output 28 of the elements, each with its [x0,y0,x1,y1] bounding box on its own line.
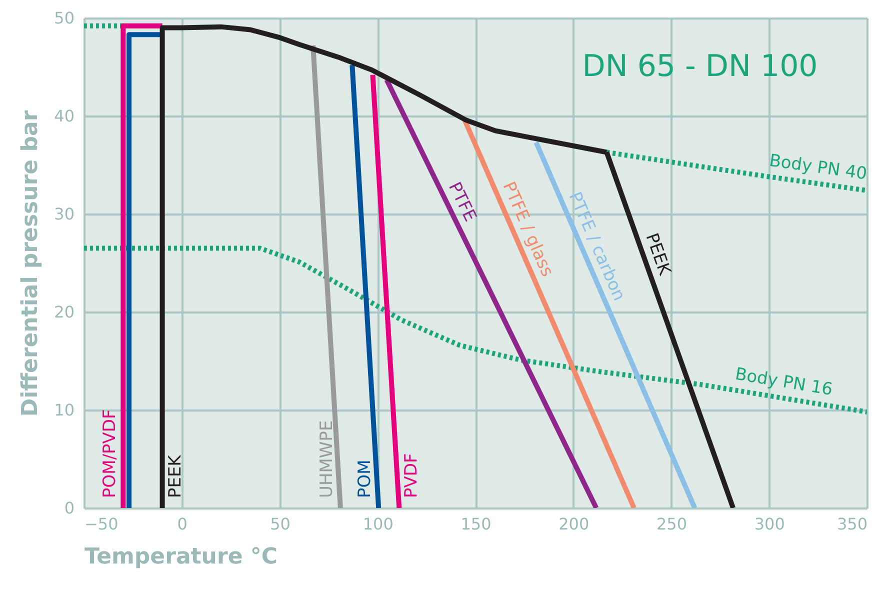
text: Body PN 40 [768,150,868,184]
x-tick-label: 0 [177,514,188,534]
x-tick-label: 50 [270,514,290,534]
text: PTFE [444,179,480,225]
x-tick-label: 350 [836,514,868,534]
x-tick-label: 300 [754,514,785,534]
y-tick-label: 20 [54,302,74,322]
x-tick-label: 200 [558,514,590,534]
x-tick-label: 150 [460,514,492,534]
text: POM/PVDF [100,409,120,498]
text: PTFE / glass [498,178,558,280]
x-tick-label: 250 [656,514,688,534]
text: UHMWPE [316,420,337,498]
y-tick-label: 0 [64,498,74,518]
text: POM [355,460,376,498]
text: PVDF [402,453,422,498]
y-tick-label: 40 [54,106,74,126]
text: Body PN 16 [734,364,834,400]
y-tick-label: 50 [54,8,74,28]
x-tick-label: 100 [362,514,394,534]
text: PEEK [641,230,675,279]
x-axis-title: Temperature °C [84,544,278,570]
y-tick-label: 10 [54,400,74,420]
x-tick-label: −50 [84,514,118,534]
text: PEEK [165,454,186,498]
y-axis-title: Differential pressure bar [18,110,44,417]
text: DN 65 - DN 100 [582,49,818,84]
y-tick-label: 30 [54,204,74,224]
